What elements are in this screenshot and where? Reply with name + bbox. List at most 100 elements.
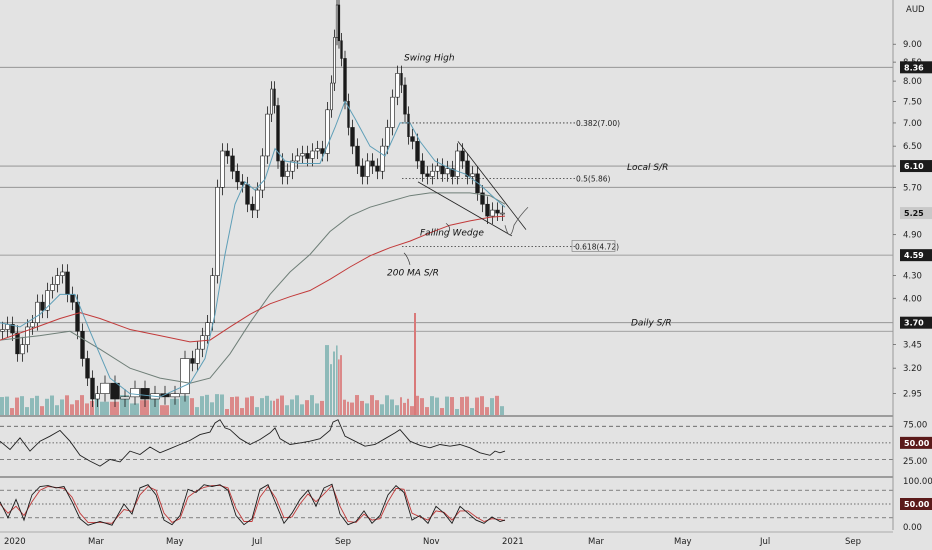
- price-axis[interactable]: AUD9.008.508.007.507.006.506.105.704.904…: [892, 0, 932, 533]
- volume-bar: [285, 405, 289, 415]
- stoch-value-tag: [900, 498, 932, 510]
- volume-bar: [460, 397, 464, 415]
- candle-body: [347, 101, 350, 128]
- candle-body: [60, 271, 65, 276]
- daily-sr-label: Daily S/R: [631, 319, 672, 329]
- time-tick-label: May: [674, 537, 692, 547]
- volume-bar: [395, 405, 399, 415]
- volume-bar: [60, 399, 64, 415]
- candle-body: [265, 113, 270, 157]
- wedge-upper-line: [457, 141, 527, 230]
- candle-body: [40, 301, 45, 311]
- rsi-line: [0, 419, 506, 467]
- candle-body: [435, 165, 440, 172]
- candle-body: [0, 329, 5, 332]
- volume-bar: [403, 402, 406, 415]
- candle-body: [235, 170, 240, 183]
- volume-bar: [0, 397, 4, 415]
- candle-body: [273, 88, 276, 106]
- volume-bar: [40, 406, 44, 415]
- candle-body: [465, 160, 470, 177]
- rsi-pane[interactable]: [0, 419, 893, 467]
- candle-body: [407, 113, 410, 137]
- price-tag-label: 4.59: [904, 251, 924, 260]
- candle-body: [10, 324, 15, 334]
- candle-body: [415, 141, 420, 162]
- candle-body: [160, 393, 170, 398]
- time-axis[interactable]: 2020 Mar May Jul Sep Nov 2021 Mar May Jul Sep: [0, 531, 893, 547]
- candle-body: [380, 145, 385, 172]
- volume-bar: [295, 395, 299, 415]
- volume-bar: [240, 408, 244, 415]
- volume-bar: [265, 395, 269, 415]
- candle-body: [445, 168, 450, 175]
- candle-body: [310, 150, 315, 159]
- candle-body: [425, 173, 430, 177]
- candle-body: [320, 148, 325, 154]
- volume-bar: [385, 395, 389, 415]
- stoch-tick-label: 100.00: [903, 477, 932, 487]
- candle-body: [230, 155, 235, 172]
- stoch-value-label: 50.00: [904, 500, 930, 509]
- volume-bar: [450, 397, 454, 415]
- price-tag-bg: [900, 316, 932, 329]
- candle-body: [350, 127, 355, 147]
- volume-bar: [430, 396, 434, 415]
- candle-body: [403, 84, 407, 115]
- volume-bar: [495, 395, 499, 415]
- rsi-value-label: 50.00: [904, 439, 930, 448]
- volume-bar: [95, 395, 99, 415]
- volume-bar: [305, 400, 309, 415]
- moving-average-200: [0, 215, 506, 343]
- candle-body: [110, 382, 120, 400]
- volume-bar: [325, 345, 329, 415]
- volume-bar: [330, 364, 332, 415]
- candle-body: [385, 127, 390, 147]
- local-sr-label: Local S/R: [627, 163, 668, 173]
- time-tick-label: Sep: [845, 537, 861, 547]
- candle-body: [170, 393, 180, 398]
- volume-bar: [10, 408, 14, 415]
- volume-bar: [490, 398, 494, 415]
- candle-body: [370, 160, 375, 167]
- volume-bar: [205, 394, 209, 415]
- drawing-annotations: 0.382(7.00) 0.5(5.86) 0.618(4.72) Swing Hig…: [387, 53, 672, 328]
- candle-body: [420, 160, 425, 175]
- candle-body: [120, 396, 130, 400]
- volume-bar: [70, 404, 74, 415]
- volume-bar: [315, 403, 319, 415]
- rsi-value-tag: [900, 436, 932, 449]
- candle-body: [210, 275, 215, 323]
- volume-bar: [190, 398, 194, 415]
- price-tick-label: 9.00: [903, 40, 922, 50]
- price-tag-label: 8.36: [904, 63, 924, 72]
- volume-bar: [350, 402, 354, 415]
- price-pane[interactable]: [0, 0, 893, 478]
- volume-bar: [270, 400, 272, 415]
- price-tag: 3.70: [900, 316, 932, 329]
- candle-body: [75, 301, 80, 332]
- candle-body: [220, 150, 225, 188]
- volume-bar: [90, 400, 94, 415]
- candle-body: [450, 168, 455, 177]
- candle-body: [130, 388, 140, 398]
- candle-body: [495, 209, 500, 214]
- volume-bar: [475, 397, 479, 415]
- stochastic-pane[interactable]: [0, 483, 893, 526]
- volume-bar: [110, 401, 119, 415]
- volume-bar: [415, 395, 419, 415]
- volume-bar: [338, 359, 340, 415]
- candle-body: [190, 358, 195, 364]
- time-tick-label: May: [166, 537, 184, 547]
- volume-bar: [380, 404, 384, 415]
- candle-body: [470, 173, 475, 177]
- stoch-k-line: [0, 483, 506, 526]
- candle-body: [360, 165, 365, 177]
- volume-bar: [120, 395, 129, 415]
- volume-bar: [343, 399, 346, 415]
- volume-bar: [390, 399, 394, 415]
- price-tick-label: 3.45: [903, 341, 922, 351]
- candle-body: [25, 326, 30, 345]
- fib-label-box: [571, 240, 616, 252]
